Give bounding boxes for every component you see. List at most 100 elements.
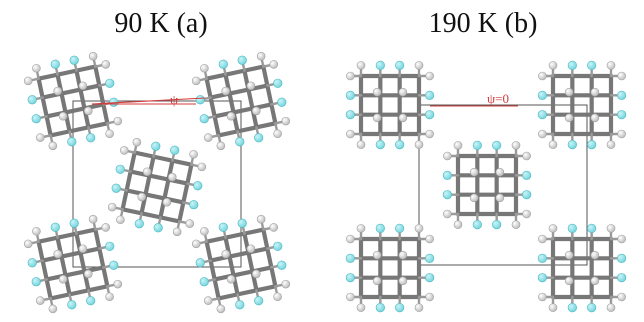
carbon-bond bbox=[97, 83, 106, 107]
hydrogen-atom bbox=[617, 234, 626, 244]
hydrogen-atom bbox=[425, 129, 434, 139]
hydrogen-atom bbox=[269, 60, 279, 69]
deuterium-atom bbox=[537, 90, 547, 100]
carbon-bond bbox=[143, 192, 167, 201]
unit-cell bbox=[418, 104, 588, 266]
hydrogen-atom bbox=[606, 303, 616, 312]
deuterium-atom bbox=[193, 181, 203, 191]
carbon-bond bbox=[261, 64, 270, 88]
carbon-bond bbox=[223, 68, 247, 77]
carbon-bond bbox=[269, 102, 278, 126]
deuterium-atom bbox=[199, 114, 209, 124]
deuterium-atom bbox=[567, 223, 577, 233]
carbon-bond bbox=[67, 288, 91, 297]
deuterium-atom bbox=[111, 183, 121, 193]
hydrogen-atom bbox=[23, 76, 33, 86]
hydrogen-atom bbox=[617, 71, 626, 81]
carbon-bond bbox=[177, 200, 186, 224]
hydrogen-atom bbox=[564, 250, 574, 260]
deuterium-atom bbox=[151, 141, 161, 151]
carbon-bond bbox=[97, 246, 106, 270]
carbon-bond bbox=[40, 258, 49, 282]
carbon-bond bbox=[101, 265, 110, 289]
carbon-bond bbox=[63, 106, 87, 115]
hydrogen-atom bbox=[246, 244, 256, 254]
carbon-bond bbox=[246, 87, 255, 111]
deuterium-atom bbox=[27, 258, 37, 268]
hydrogen-atom bbox=[32, 63, 41, 73]
carbon-bond bbox=[36, 239, 45, 263]
deuterium-atom bbox=[425, 273, 435, 283]
deuterium-atom bbox=[395, 140, 405, 150]
carbon-bond bbox=[227, 250, 251, 259]
deuterium-atom bbox=[345, 110, 355, 120]
carbon-bond bbox=[120, 188, 129, 212]
hydrogen-atom bbox=[251, 106, 261, 116]
deuterium-atom bbox=[492, 220, 502, 230]
deuterium-atom bbox=[395, 223, 405, 233]
carbon-bond bbox=[227, 87, 251, 96]
molecule bbox=[23, 214, 123, 314]
carbon-bond bbox=[139, 211, 163, 220]
hydrogen-atom bbox=[256, 214, 266, 224]
carbon-bond bbox=[147, 173, 171, 182]
carbon-bond bbox=[40, 95, 49, 119]
carbon-bond bbox=[231, 269, 255, 278]
panel-90k: 90 K (a) ψ bbox=[23, 8, 291, 314]
carbon-bond bbox=[93, 227, 102, 251]
carbon-bond bbox=[227, 91, 236, 115]
molecule-diagram-190k: ψ=0 bbox=[345, 60, 627, 313]
carbon-bond bbox=[216, 129, 240, 138]
deuterium-atom bbox=[189, 200, 199, 210]
hydrogen-atom bbox=[495, 193, 505, 203]
deuterium-atom bbox=[375, 223, 385, 233]
hydrogen-atom bbox=[414, 303, 424, 312]
deuterium-atom bbox=[277, 97, 287, 107]
hydrogen-atom bbox=[414, 224, 424, 233]
hydrogen-atom bbox=[189, 149, 198, 159]
deuterium-atom bbox=[254, 133, 264, 143]
deuterium-atom bbox=[442, 190, 452, 200]
hydrogen-atom bbox=[172, 227, 182, 237]
hydrogen-atom bbox=[83, 106, 93, 116]
carbon-bond bbox=[242, 64, 266, 73]
hydrogen-atom bbox=[346, 234, 355, 244]
deuterium-atom bbox=[587, 60, 597, 70]
angle-label: ψ bbox=[170, 92, 178, 107]
hydrogen-atom bbox=[203, 133, 213, 142]
hydrogen-atom bbox=[23, 239, 33, 249]
deuterium-atom bbox=[273, 78, 283, 88]
carbon-bond bbox=[44, 114, 53, 138]
hydrogen-atom bbox=[522, 209, 531, 219]
hydrogen-atom bbox=[356, 224, 366, 233]
hydrogen-atom bbox=[197, 162, 207, 172]
deuterium-atom bbox=[69, 218, 79, 228]
hydrogen-atom bbox=[119, 146, 129, 155]
hydrogen-atom bbox=[453, 220, 463, 229]
carbon-bond bbox=[181, 181, 190, 205]
carbon-bond bbox=[212, 277, 221, 301]
carbon-bond bbox=[208, 95, 217, 119]
hydrogen-atom bbox=[538, 234, 547, 244]
deuterium-atom bbox=[537, 110, 547, 120]
deuterium-atom bbox=[277, 260, 287, 270]
deuterium-atom bbox=[425, 90, 435, 100]
molecule bbox=[191, 51, 291, 151]
carbon-bond bbox=[44, 277, 53, 301]
hydrogen-atom bbox=[113, 279, 123, 289]
hydrogen-atom bbox=[346, 71, 355, 81]
deuterium-atom bbox=[218, 59, 228, 69]
hydrogen-atom bbox=[191, 76, 201, 86]
molecule-diagram-90k: ψ bbox=[23, 51, 291, 314]
hydrogen-atom bbox=[273, 292, 282, 302]
carbon-bond bbox=[59, 91, 68, 115]
carbon-bond bbox=[78, 250, 87, 274]
hydrogen-atom bbox=[372, 113, 382, 123]
molecule bbox=[23, 51, 123, 151]
carbon-bond bbox=[162, 177, 171, 201]
carbon-bond bbox=[254, 284, 278, 293]
hydrogen-atom bbox=[548, 61, 558, 70]
carbon-bond bbox=[55, 68, 79, 77]
deuterium-atom bbox=[567, 303, 577, 313]
deuterium-atom bbox=[86, 296, 96, 306]
